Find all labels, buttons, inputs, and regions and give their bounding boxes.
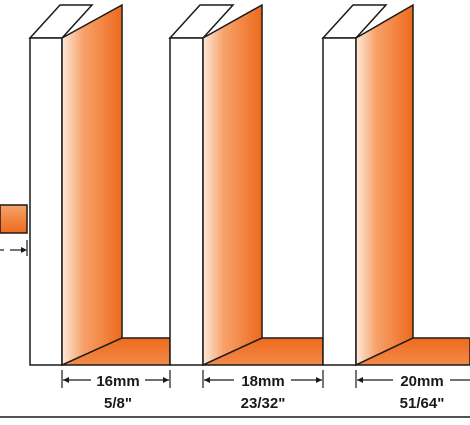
dimension-2-metric: 18mm	[241, 373, 284, 390]
dimension-2-imperial: 23/32"	[241, 395, 286, 412]
dimension-1-imperial: 5/8"	[104, 395, 132, 412]
dimension-1: 16mm 5/8"	[61, 370, 171, 412]
partial-groove-left	[0, 204, 28, 256]
dimension-3-imperial: 51/64"	[400, 395, 445, 412]
board-block-2	[168, 3, 263, 367]
dimension-2: 18mm 23/32"	[202, 370, 324, 412]
dimension-3-metric: 20mm	[400, 373, 443, 390]
board-block-1	[28, 3, 123, 367]
board-block-3	[321, 3, 414, 367]
dimension-1-metric: 16mm	[96, 373, 139, 390]
groove-floor-3	[355, 337, 470, 366]
dimension-3: 20mm 51/64"	[355, 370, 470, 412]
